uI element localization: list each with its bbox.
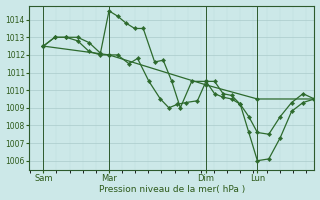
X-axis label: Pression niveau de la mer( hPa ): Pression niveau de la mer( hPa ) [99, 185, 245, 194]
